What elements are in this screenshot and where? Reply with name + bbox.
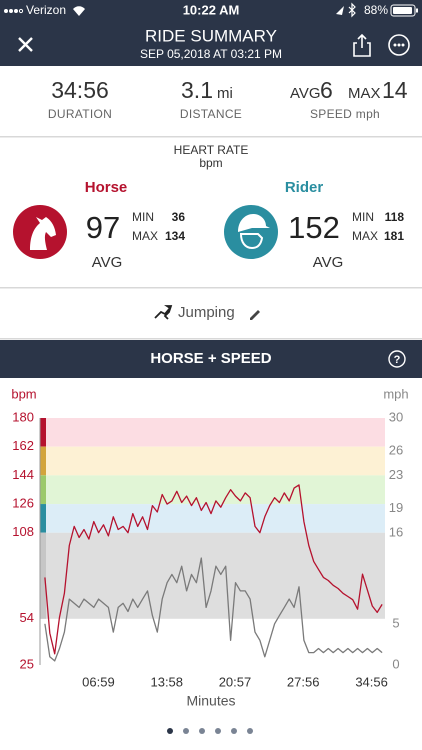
rider-min: 118 — [385, 210, 405, 224]
y-tick-label: 54 — [20, 610, 34, 625]
x-tick-label: 13:58 — [150, 674, 183, 689]
horse-max-label: MAX — [132, 229, 158, 243]
rider-avg-label: AVG — [313, 254, 344, 271]
zone-strip — [40, 475, 46, 505]
zone — [40, 475, 385, 505]
x-tick-label: 06:59 — [82, 674, 115, 689]
speed-max: 14 — [382, 77, 408, 103]
y2-tick-label: 23 — [389, 467, 403, 482]
rider-hr: 152 — [288, 210, 340, 245]
y2-tick-label: 30 — [389, 409, 403, 424]
activity: Jumping — [178, 304, 235, 321]
divider — [0, 287, 422, 289]
wifi-icon — [73, 6, 85, 17]
horse-min: 36 — [172, 210, 186, 224]
header-title: RIDE SUMMARY — [145, 26, 277, 45]
distance-value: 3.1 — [181, 77, 213, 103]
zone-strip — [40, 504, 46, 533]
rider-min-label: MIN — [352, 210, 374, 224]
location-icon — [336, 6, 344, 15]
bluetooth-icon — [348, 2, 356, 18]
chart-title: HORSE + SPEED — [150, 350, 271, 367]
divider — [0, 338, 422, 340]
svg-text:?: ? — [394, 354, 401, 366]
signal-icon — [4, 8, 24, 14]
y-axis-label: bpm — [11, 386, 36, 401]
speed-max-label: MAX — [348, 85, 381, 102]
battery-icon — [390, 4, 418, 17]
distance-unit: mi — [217, 85, 233, 102]
series-line — [44, 484, 383, 655]
close-button[interactable] — [18, 37, 33, 52]
duration-label: DURATION — [48, 107, 112, 121]
y2-tick-label: 5 — [392, 615, 399, 630]
y-tick-label: 108 — [12, 524, 34, 539]
zone — [40, 532, 385, 619]
rider-max-label: MAX — [352, 229, 378, 243]
horse-hr: 97 — [86, 210, 120, 245]
horse-name: Horse — [85, 179, 128, 196]
carrier: Verizon — [26, 3, 66, 17]
y2-tick-label: 19 — [389, 500, 403, 515]
rider-icon — [224, 205, 278, 259]
y-tick-label: 180 — [12, 409, 34, 424]
divider — [0, 136, 422, 138]
duration-value: 34:56 — [51, 77, 109, 103]
header-subtitle: SEP 05,2018 AT 03:21 PM — [140, 47, 282, 61]
rider-max: 181 — [384, 229, 404, 243]
battery-text: 88% — [364, 3, 388, 17]
x-axis-label: Minutes — [186, 693, 235, 709]
rider-name: Rider — [285, 179, 324, 196]
x-tick-label: 20:57 — [219, 674, 252, 689]
clock: 10:22 AM — [183, 2, 240, 17]
horse-avg-label: AVG — [92, 254, 123, 271]
y-tick-label: 126 — [12, 495, 34, 510]
y-tick-label: 144 — [12, 467, 34, 482]
zone-strip — [40, 532, 46, 619]
series-line — [44, 557, 383, 662]
x-tick-label: 27:56 — [287, 674, 320, 689]
speed-avg-label: AVG — [290, 85, 321, 102]
zone — [40, 446, 385, 476]
page-indicator — [167, 728, 253, 734]
y-tick-label: 25 — [20, 656, 34, 671]
zone — [40, 418, 385, 447]
plot: 25 54 108 126 144 162 180 0 5 16 19 23 26 30 06:59 13:5… — [12, 409, 403, 689]
zone-strip — [40, 446, 46, 476]
y2-axis-label: mph — [383, 386, 408, 401]
speed-avg: 6 — [320, 77, 333, 103]
y2-tick-label: 26 — [389, 442, 403, 457]
y2-tick-label: 0 — [392, 656, 399, 671]
y2-tick-label: 16 — [389, 525, 403, 540]
y-tick-label: 162 — [12, 438, 34, 453]
x-tick-label: 34:56 — [355, 674, 388, 689]
distance-label: DISTANCE — [180, 107, 242, 121]
share-button[interactable] — [353, 33, 371, 57]
hr-title: HEART RATE — [174, 143, 249, 157]
horse-icon — [13, 205, 67, 259]
speed-label: SPEED mph — [310, 107, 380, 121]
horse-max: 134 — [165, 229, 185, 243]
chart-header — [0, 340, 422, 378]
zone-strip — [40, 418, 46, 447]
hr-unit: bpm — [199, 156, 222, 170]
edit-button[interactable] — [250, 310, 260, 320]
jumping-icon — [154, 305, 173, 320]
horse-min-label: MIN — [132, 210, 154, 224]
help-button[interactable]: ? — [388, 350, 406, 368]
more-button[interactable] — [388, 34, 410, 56]
